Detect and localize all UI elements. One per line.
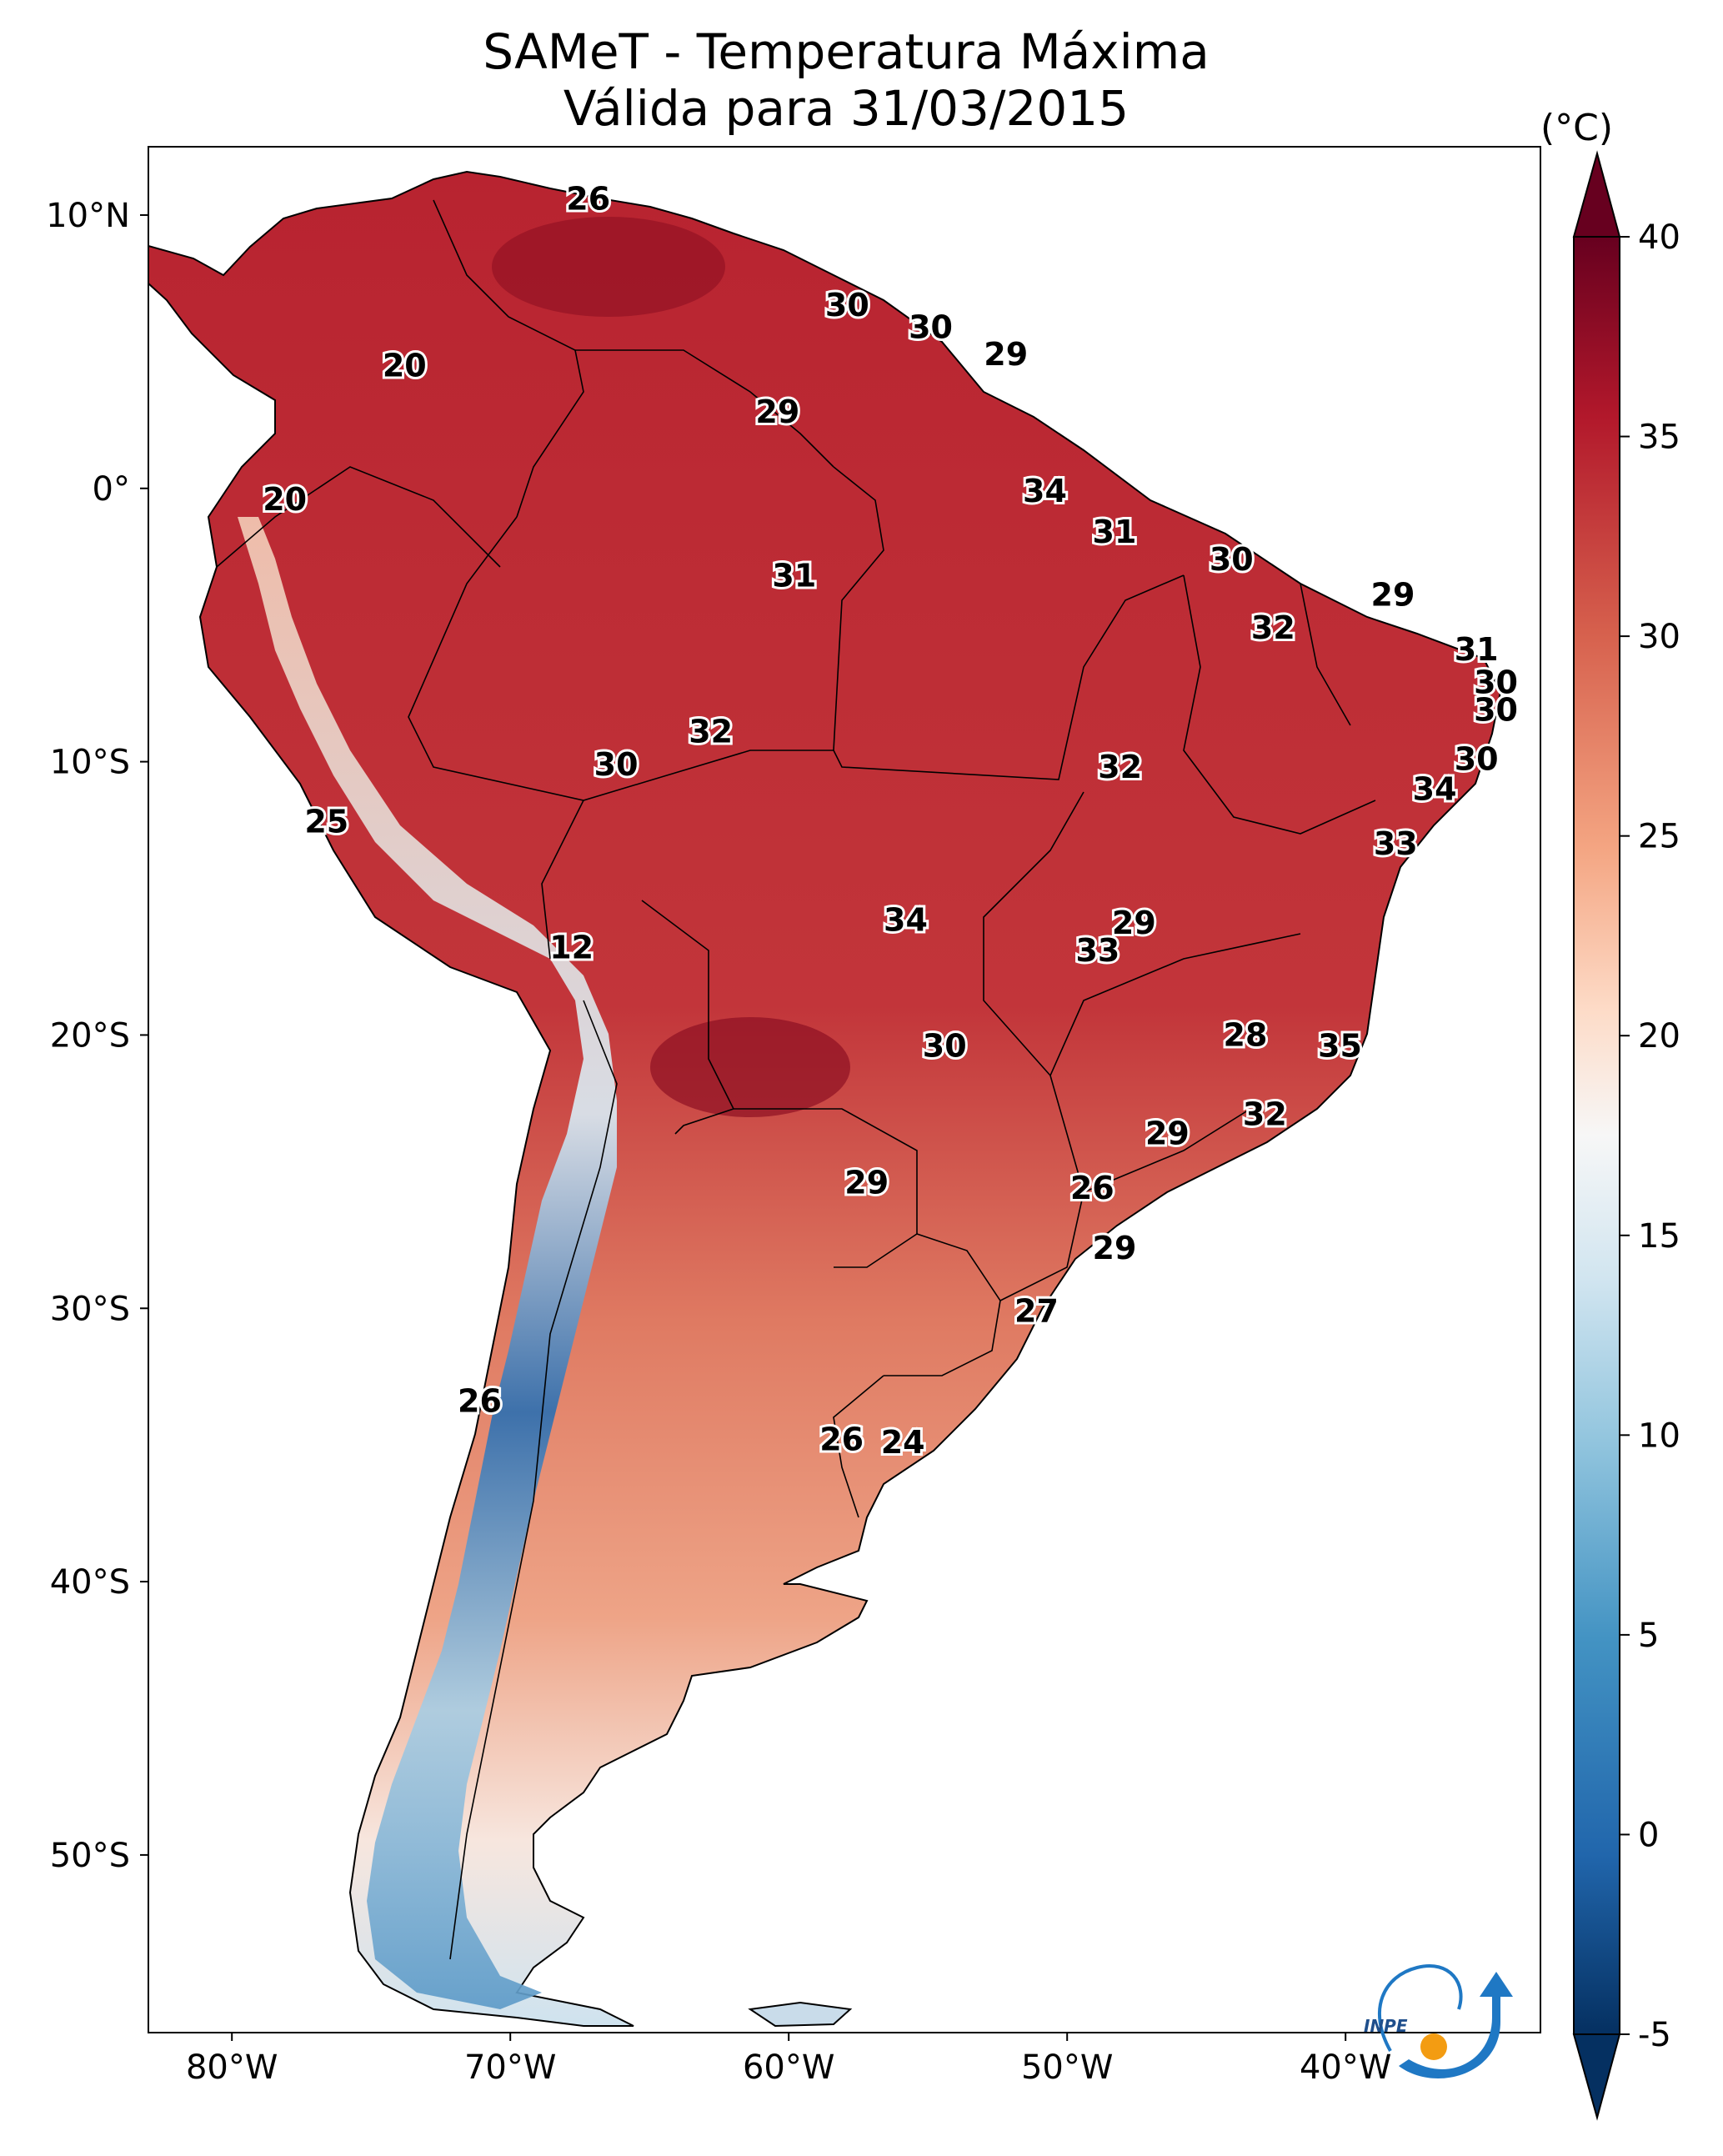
- temperature-label: 32: [1098, 749, 1142, 785]
- latitude-tick-label: 40°S: [50, 1563, 130, 1602]
- colorbar-tick-label: 10: [1638, 1416, 1680, 1455]
- colorbar-ticks: 40 35 30 25 20 15 10 5 0 -5: [1620, 218, 1680, 2054]
- temperature-label: 29: [1371, 577, 1415, 614]
- llanos-hot-spot: [492, 217, 725, 317]
- latitude-ticks: 10°N 0° 10°S 20°S 30°S 40°S 50°S: [46, 197, 148, 1875]
- falkland-islands: [748, 2001, 853, 2028]
- temperature-label: 30: [1210, 541, 1254, 578]
- colorbar: 40 35 30 25 20 15 10 5 0 -5: [1572, 150, 1680, 2121]
- temperature-label: 28: [1224, 1016, 1268, 1053]
- colorbar-tick-label: 20: [1638, 1017, 1680, 1055]
- colorbar-tick-label: 0: [1638, 1816, 1659, 1854]
- temperature-label: 30: [1474, 664, 1518, 701]
- temperature-label: 26: [566, 180, 610, 217]
- temperature-label: 31: [1093, 514, 1137, 550]
- temperature-label: 26: [1070, 1170, 1114, 1206]
- temperature-label: 30: [909, 308, 953, 345]
- longitude-tick-label: 40°W: [1300, 2048, 1391, 2087]
- colorbar-tick-label: -5: [1638, 2016, 1671, 2054]
- colorbar-max-arrow: [1572, 150, 1621, 238]
- temperature-label: 24: [881, 1424, 925, 1461]
- latitude-tick-label: 20°S: [50, 1016, 130, 1055]
- country-borders: [216, 199, 1376, 1960]
- longitude-tick-label: 80°W: [186, 2048, 278, 2087]
- temperature-label: 26: [819, 1421, 864, 1458]
- longitude-tick-label: 70°W: [464, 2048, 556, 2087]
- colorbar-scale: [1573, 236, 1620, 2035]
- temperature-label: 34: [884, 902, 928, 939]
- temperature-label: 30: [594, 746, 639, 783]
- chaco-hot-spot: [650, 1017, 850, 1117]
- longitude-tick-label: 50°W: [1021, 2048, 1113, 2087]
- temperature-label: 32: [689, 714, 733, 750]
- colorbar-tick-label: 25: [1638, 818, 1680, 856]
- colorbar-unit: (°C): [1540, 107, 1614, 149]
- temperature-label: 20: [383, 347, 427, 384]
- map-subtitle: Válida para 31/03/2015: [563, 80, 1129, 137]
- inpe-logo-text: INPE: [1364, 2016, 1408, 2036]
- colorbar-tick-label: 40: [1638, 218, 1680, 257]
- latitude-tick-label: 0°: [93, 470, 130, 509]
- temperature-label: 25: [304, 804, 348, 840]
- inpe-logo: INPE: [1364, 1964, 1513, 2078]
- temperature-label: 32: [1251, 609, 1295, 646]
- temperature-label: 31: [1455, 631, 1499, 668]
- latitude-tick-label: 10°S: [50, 744, 130, 782]
- temperature-label: 35: [1318, 1028, 1362, 1065]
- andes-cold-band: [238, 517, 617, 2009]
- temperature-label: 34: [1413, 770, 1457, 807]
- latitude-tick-label: 10°N: [46, 197, 130, 235]
- temperature-label: 30: [923, 1028, 967, 1065]
- temperature-label: 29: [984, 336, 1028, 373]
- temperature-label: 32: [1243, 1096, 1287, 1133]
- temperature-label: 30: [1455, 740, 1499, 777]
- temperature-label: 12: [549, 930, 594, 966]
- temperature-label: 30: [825, 287, 869, 323]
- temperature-label: 31: [772, 558, 816, 594]
- temperature-label: 29: [1093, 1230, 1137, 1266]
- temperature-label: 26: [458, 1383, 502, 1420]
- temperature-label: 33: [1374, 825, 1418, 862]
- latitude-tick-label: 30°S: [50, 1290, 130, 1328]
- temperature-label: 34: [1023, 473, 1067, 509]
- colorbar-tick-label: 35: [1638, 419, 1680, 457]
- temperature-label: 20: [263, 481, 307, 518]
- temperature-label: 29: [1112, 905, 1156, 941]
- longitude-tick-label: 60°W: [743, 2048, 834, 2087]
- colorbar-tick-label: 15: [1638, 1217, 1680, 1256]
- longitude-ticks: 80°W 70°W 60°W 50°W 40°W: [186, 2033, 1391, 2087]
- colorbar-tick-label: 30: [1638, 618, 1680, 656]
- temperature-label: 29: [1145, 1115, 1190, 1151]
- temperature-label: 29: [844, 1164, 889, 1201]
- temperature-label: 30: [1474, 691, 1518, 728]
- temperature-label: 33: [1075, 932, 1119, 969]
- map-title: SAMeT - Temperatura Máxima: [483, 23, 1210, 80]
- colorbar-tick-label: 5: [1638, 1617, 1659, 1655]
- colorbar-min-arrow: [1572, 2033, 1621, 2121]
- latitude-tick-label: 50°S: [50, 1837, 130, 1875]
- temperature-label: 29: [755, 394, 799, 430]
- temperature-label: 27: [1014, 1293, 1059, 1330]
